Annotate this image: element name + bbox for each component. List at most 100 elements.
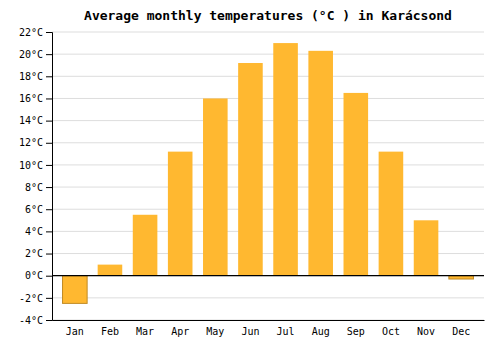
bar [63,276,88,304]
tick-label: Jan [66,326,84,337]
x-tick: Aug [312,326,330,337]
tick-label: 4°C [25,226,43,237]
tick-label: 10°C [19,160,43,171]
y-tick: 18°C [19,71,52,82]
x-tick: Apr [171,326,189,337]
bar [273,43,298,276]
grid-line [52,142,484,143]
grid-line [52,187,484,188]
grid-line [52,297,484,298]
tick-mark [46,187,52,188]
tick-mark [46,143,52,144]
x-tick: Jun [241,326,259,337]
y-axis: -4°C -2°C 0°C 2°C 4°C 6°C 8°C 10°C 12°C 14°C 16°C 1… [19,27,53,326]
tick-mark [46,98,52,99]
tick-label: Feb [101,326,119,337]
tick-mark [46,165,52,166]
bar [133,215,158,276]
tick-label: 2°C [25,248,43,259]
x-tick: Mar [136,326,154,337]
bar [308,51,333,276]
tick-mark [46,298,52,299]
title: Average monthly temperatures (°C ) in Ka… [84,8,452,23]
tick-label: Jul [277,326,295,337]
bar [238,63,263,276]
tick-label: 0°C [25,270,43,281]
tick-label: 6°C [25,204,43,215]
tick-label: 22°C [19,27,43,38]
grid-line [52,320,484,321]
tick-label: Nov [417,326,435,337]
axis-domain [53,320,485,321]
tick-label: Dec [452,326,470,337]
x-tick: Nov [417,326,435,337]
zero-line [52,275,484,276]
bar [414,220,439,275]
chart-container: -4°C -2°C 0°C 2°C 4°C 6°C 8°C 10°C 12°C 14°C 16°C 1… [0,0,500,350]
chart-svg: -4°C -2°C 0°C 2°C 4°C 6°C 8°C 10°C 12°C 14°C 16°C 1… [0,0,500,350]
tick-label: Apr [171,326,189,337]
y-tick: 6°C [25,204,52,215]
tick-label: 8°C [25,182,43,193]
y-tick: 22°C [19,27,52,38]
tick-label: May [206,326,224,337]
tick-mark [46,231,52,232]
x-tick: Sep [347,326,365,337]
grid-line [52,209,484,210]
tick-label: -2°C [19,293,43,304]
tick-mark [46,209,52,210]
tick-label: Jun [241,326,259,337]
tick-label: 12°C [19,137,43,148]
tick-label: Mar [136,326,154,337]
tick-mark [46,121,52,122]
tick-mark [46,320,52,321]
grid-line [52,164,484,165]
tick-mark [46,54,52,55]
y-tick: 2°C [25,248,52,259]
tick-label: 14°C [19,115,43,126]
tick-label: 18°C [19,71,43,82]
grid-line [52,54,484,55]
tick-mark [46,76,52,77]
plot: -4°C -2°C 0°C 2°C 4°C 6°C 8°C 10°C 12°C 14°C 16°C 1… [19,27,485,337]
y-tick: 4°C [25,226,52,237]
bar [168,152,193,276]
tick-label: 16°C [19,93,43,104]
y-tick: 14°C [19,115,52,126]
x-tick: Oct [382,326,400,337]
grid-line [52,32,484,33]
x-tick: Jan [66,326,84,337]
bar [344,93,369,276]
x-tick: Feb [101,326,119,337]
y-tick: 16°C [19,93,52,104]
y-tick: 8°C [25,182,52,193]
tick-mark [46,254,52,255]
tick-label: Aug [312,326,330,337]
tick-label: 20°C [19,49,43,60]
bar [98,265,123,276]
x-tick: May [206,326,224,337]
grid-line [52,275,484,276]
tick-label: Sep [347,326,365,337]
grid [52,32,484,320]
tick-mark [46,32,52,33]
y-tick: 12°C [19,137,52,148]
x-axis: Jan Feb Mar Apr May Jun Jul Aug Sep Oct Nov Dec [53,321,485,338]
grid-line [52,98,484,99]
y-tick: 20°C [19,49,52,60]
y-tick: -4°C [19,315,52,326]
tick-label: -4°C [19,315,43,326]
y-tick: 0°C [25,270,52,281]
tick-mark [46,276,52,277]
bars [63,43,474,303]
bar [203,98,228,275]
grid-line [52,76,484,77]
y-tick: -2°C [19,293,52,304]
tick-label: Oct [382,326,400,337]
x-tick: Dec [452,326,470,337]
x-tick: Jul [277,326,295,337]
bar [379,152,404,276]
axis-domain [46,33,53,321]
grid-line [52,120,484,121]
y-tick: 10°C [19,160,52,171]
